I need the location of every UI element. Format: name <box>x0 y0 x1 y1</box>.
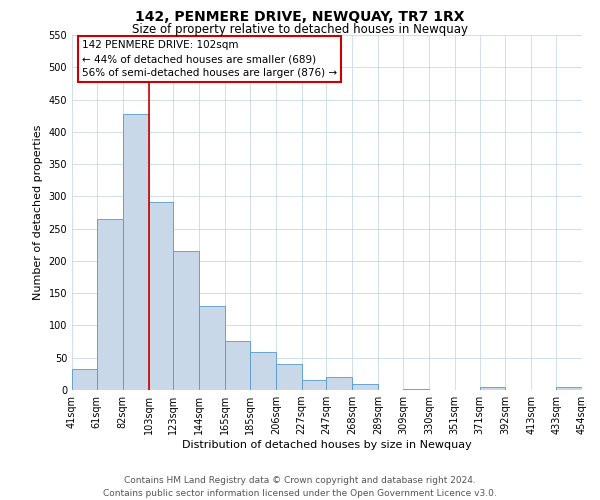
Y-axis label: Number of detached properties: Number of detached properties <box>33 125 43 300</box>
Bar <box>250 352 276 390</box>
Bar <box>352 384 378 390</box>
Bar <box>403 388 429 390</box>
Bar <box>72 370 97 390</box>
Bar <box>225 341 250 390</box>
Bar <box>556 387 582 390</box>
Text: 142 PENMERE DRIVE: 102sqm
← 44% of detached houses are smaller (689)
56% of semi: 142 PENMERE DRIVE: 102sqm ← 44% of detac… <box>82 40 337 78</box>
Bar <box>479 387 505 390</box>
Text: Size of property relative to detached houses in Newquay: Size of property relative to detached ho… <box>132 22 468 36</box>
Bar <box>302 380 326 390</box>
Bar <box>97 219 122 390</box>
Bar <box>122 114 149 390</box>
X-axis label: Distribution of detached houses by size in Newquay: Distribution of detached houses by size … <box>182 440 472 450</box>
Bar <box>276 364 302 390</box>
Bar <box>173 251 199 390</box>
Bar <box>326 377 352 390</box>
Bar <box>199 306 225 390</box>
Text: Contains HM Land Registry data © Crown copyright and database right 2024.
Contai: Contains HM Land Registry data © Crown c… <box>103 476 497 498</box>
Text: 142, PENMERE DRIVE, NEWQUAY, TR7 1RX: 142, PENMERE DRIVE, NEWQUAY, TR7 1RX <box>135 10 465 24</box>
Bar <box>149 202 173 390</box>
